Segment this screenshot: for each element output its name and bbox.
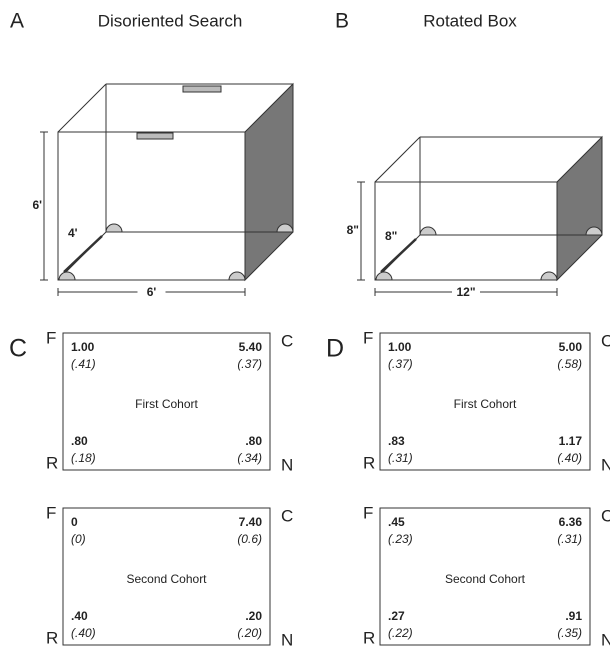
panel-letter: C — [9, 335, 27, 363]
panel-letter: D — [326, 335, 344, 363]
mean-value: 1.00 — [71, 340, 95, 354]
corner-label: N — [601, 455, 610, 474]
corner-label: F — [46, 503, 56, 522]
panel-title: Rotated Box — [423, 11, 517, 30]
sd-value: (.18) — [71, 451, 96, 465]
corner-label: C — [281, 331, 293, 350]
corner-label: N — [281, 630, 293, 649]
marker — [229, 272, 245, 280]
corner-label: R — [46, 453, 58, 472]
mean-value: 6.36 — [559, 515, 583, 529]
mean-value: .80 — [245, 434, 262, 448]
sd-value: (.40) — [557, 451, 582, 465]
corner-label: F — [363, 328, 373, 347]
corner-label: R — [363, 628, 375, 647]
cohort-label: Second Cohort — [445, 572, 526, 586]
edge — [375, 137, 420, 182]
panel-letter: B — [335, 10, 349, 33]
panel-letter: A — [10, 10, 24, 33]
mean-value: 0 — [71, 515, 78, 529]
corner-label: C — [601, 506, 610, 525]
corner-label: N — [281, 455, 293, 474]
corner-label: N — [601, 630, 610, 649]
sd-value: (.31) — [557, 532, 582, 546]
edge — [64, 236, 102, 272]
mean-value: .45 — [388, 515, 405, 529]
corner-label: R — [46, 628, 58, 647]
sd-value: (.40) — [71, 626, 96, 640]
figure: A Disoriented Search 6' 6' 4' B Rotated Box 8" 1… — [0, 0, 610, 654]
sd-value: (.41) — [71, 357, 96, 371]
shaded-side — [557, 137, 602, 280]
marker — [59, 272, 75, 280]
panel-title: Disoriented Search — [98, 11, 243, 30]
sd-value: (.35) — [557, 626, 582, 640]
shaded-side — [245, 84, 293, 280]
cohort-label: First Cohort — [135, 397, 198, 411]
slot — [183, 86, 221, 92]
mean-value: 1.17 — [559, 434, 583, 448]
mean-value: 7.40 — [239, 515, 263, 529]
mean-value: 5.40 — [239, 340, 263, 354]
height-label: 6' — [32, 198, 42, 212]
marker — [376, 272, 392, 280]
mean-value: 1.00 — [388, 340, 412, 354]
sd-value: (.37) — [388, 357, 413, 371]
corner-label: R — [363, 453, 375, 472]
cohort-label: First Cohort — [454, 397, 517, 411]
sd-value: (0) — [71, 532, 86, 546]
sd-value: (.20) — [237, 626, 262, 640]
sd-value: (.37) — [237, 357, 262, 371]
front-face — [58, 132, 245, 280]
sd-value: (.31) — [388, 451, 413, 465]
sd-value: (.34) — [237, 451, 262, 465]
mean-value: .27 — [388, 609, 405, 623]
mean-value: .91 — [565, 609, 582, 623]
cohort-label: Second Cohort — [126, 572, 207, 586]
sd-value: (.23) — [388, 532, 413, 546]
depth-label: 4' — [68, 226, 78, 240]
marker — [420, 227, 436, 235]
edge — [58, 84, 106, 132]
front-face — [375, 182, 557, 280]
corner-label: C — [281, 506, 293, 525]
slot — [137, 133, 173, 139]
marker — [541, 272, 557, 280]
marker — [106, 224, 122, 232]
sd-value: (.22) — [388, 626, 413, 640]
mean-value: .80 — [71, 434, 88, 448]
width-label: 6' — [147, 285, 157, 299]
depth-label: 8" — [385, 229, 397, 243]
sd-value: (.58) — [557, 357, 582, 371]
corner-label: F — [46, 328, 56, 347]
mean-value: .40 — [71, 609, 88, 623]
edge — [381, 239, 416, 272]
height-label: 8" — [347, 223, 359, 237]
mean-value: 5.00 — [559, 340, 583, 354]
width-label: 12" — [456, 285, 475, 299]
corner-label: C — [601, 331, 610, 350]
mean-value: .20 — [245, 609, 262, 623]
mean-value: .83 — [388, 434, 405, 448]
sd-value: (0.6) — [237, 532, 262, 546]
corner-label: F — [363, 503, 373, 522]
